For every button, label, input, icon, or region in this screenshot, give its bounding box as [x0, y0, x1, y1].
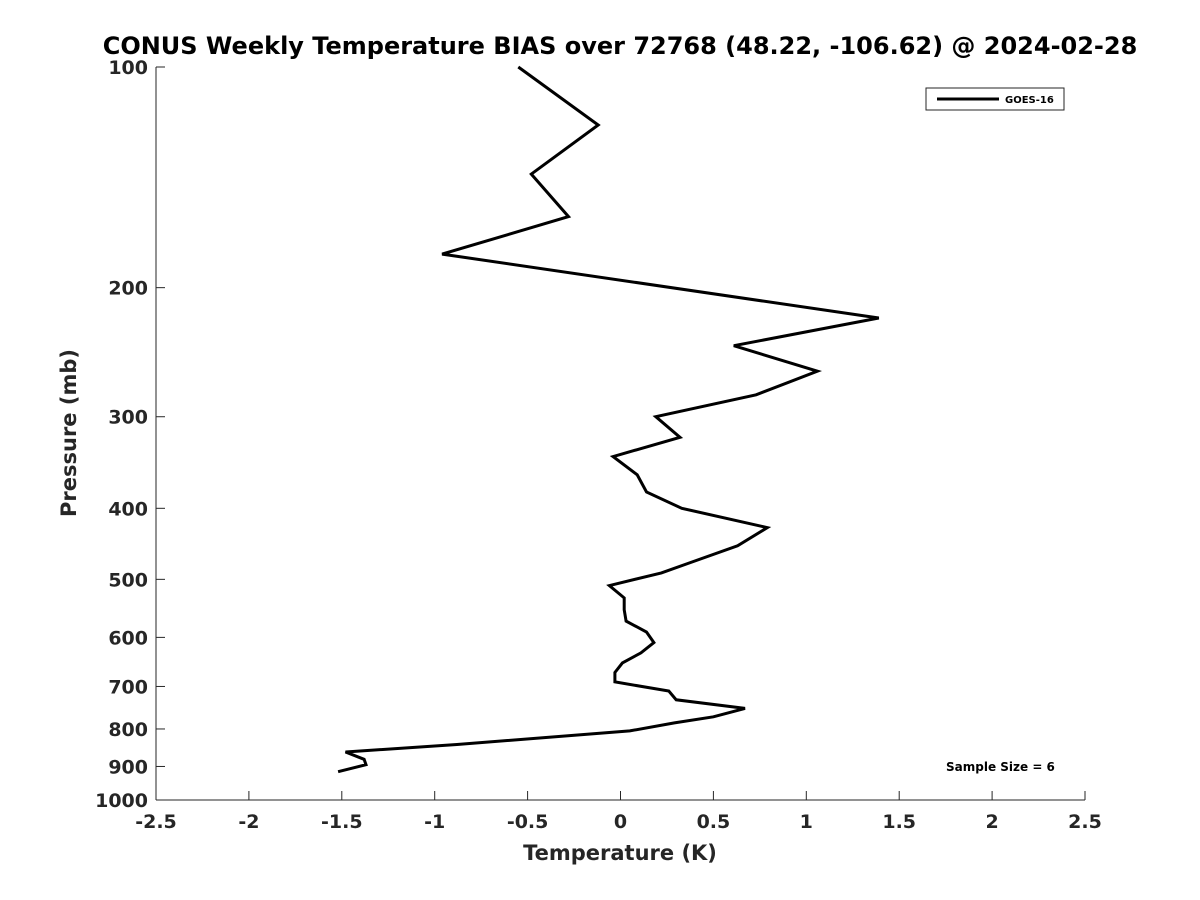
y-axis-ticks: 100 200 300 400 500 600 700 800 900 1000	[95, 57, 165, 812]
legend: GOES-16	[925, 87, 1065, 111]
series-group	[337, 65, 880, 774]
y-tick-label: 100	[108, 57, 148, 79]
y-tick-label: 400	[108, 498, 148, 520]
y-tick-label: 900	[108, 756, 148, 778]
x-tick-label: -2.5	[135, 811, 177, 833]
y-tick-label: 700	[108, 676, 148, 698]
x-axis-label: Temperature (K)	[523, 841, 717, 865]
x-tick-label: -1.5	[321, 811, 363, 833]
x-tick-label: -0.5	[507, 811, 549, 833]
x-tick-label: 1	[800, 811, 813, 833]
y-axis-label: Pressure (mb)	[57, 349, 81, 517]
x-tick-label: 2	[985, 811, 998, 833]
plot-area	[156, 67, 1085, 800]
chart-title: CONUS Weekly Temperature BIAS over 72768…	[103, 32, 1138, 60]
x-tick-label: -2	[238, 811, 259, 833]
x-tick-label: 0	[614, 811, 627, 833]
x-tick-label: 1.5	[882, 811, 916, 833]
y-tick-label: 1000	[95, 790, 148, 812]
y-tick-label: 800	[108, 719, 148, 741]
series-line-goes16	[337, 65, 880, 774]
y-tick-label: 200	[108, 278, 148, 300]
y-tick-label: 600	[108, 627, 148, 649]
x-tick-label: 2.5	[1068, 811, 1102, 833]
legend-label-goes16: GOES-16	[1005, 95, 1054, 106]
x-axis-ticks: -2.5 -2 -1.5 -1 -0.5 0 0.5 1 1.5 2 2.5	[135, 791, 1102, 833]
x-tick-label: -1	[424, 811, 445, 833]
sample-size-annotation: Sample Size = 6	[946, 760, 1055, 774]
y-tick-label: 500	[108, 569, 148, 591]
y-tick-label: 300	[108, 407, 148, 429]
x-tick-label: 0.5	[697, 811, 731, 833]
